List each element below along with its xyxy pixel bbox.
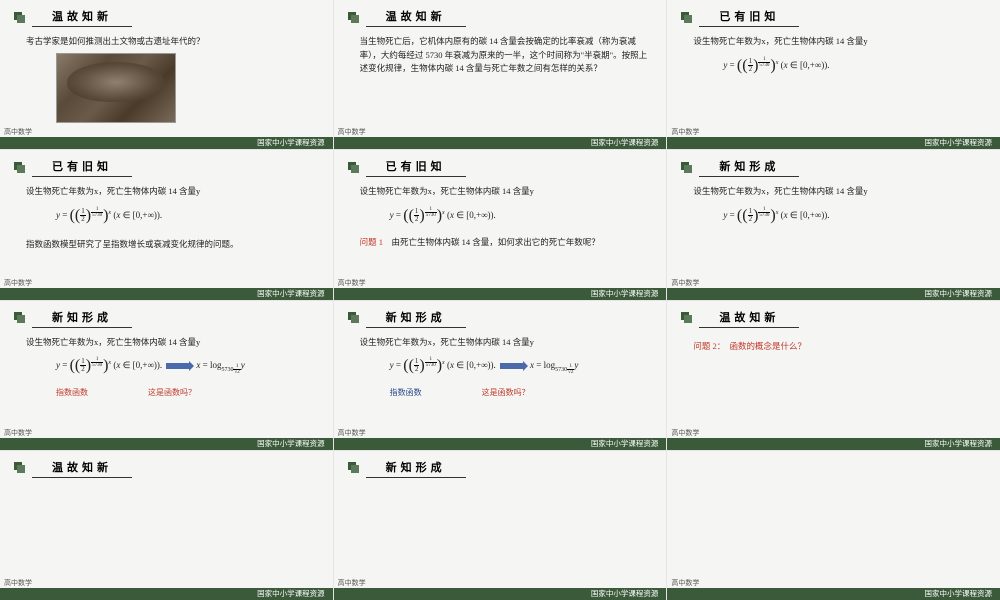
slide-title: 温故知新 — [366, 8, 466, 27]
source-label: 国家中小学课程资源 — [0, 438, 333, 450]
formula: y = ((12)15730)x (x ∈ [0,+∞)). — [693, 203, 982, 229]
slide-10: 温故知新高中数学国家中小学课程资源 — [0, 451, 333, 600]
slide-11: 新知形成高中数学国家中小学课程资源 — [334, 451, 667, 600]
subject-label: 高中数学 — [671, 127, 699, 137]
slide-title: 已有旧知 — [699, 8, 799, 27]
source-label: 国家中小学课程资源 — [334, 288, 667, 300]
slide-body: 考古学家是如何推测出土文物或古遗址年代的？ — [0, 31, 333, 127]
formula: y = ((12)15730)x (x ∈ [0,+∞)). — [693, 53, 982, 79]
slide-icon — [348, 162, 360, 174]
subject-label: 高中数学 — [338, 127, 366, 137]
slide-body: 当生物死亡后，它机体内原有的碳 14 含量会按确定的比率衰减（称为衰减率），大约… — [334, 31, 667, 80]
slide-body — [334, 482, 667, 490]
slide-3: 已有旧知设生物死亡年数为x，死亡生物体内碳 14 含量yy = ((12)157… — [667, 0, 1000, 149]
subject-label: 高中数学 — [4, 578, 32, 588]
slide-title: 温故知新 — [699, 309, 799, 328]
slide-icon — [14, 162, 26, 174]
slide-icon — [14, 312, 26, 324]
slide-icon — [14, 462, 26, 474]
slide-4: 已有旧知设生物死亡年数为x，死亡生物体内碳 14 含量yy = ((12)157… — [0, 150, 333, 299]
slide-body: 设生物死亡年数为x，死亡生物体内碳 14 含量yy = ((12)15730)x… — [0, 332, 333, 404]
source-label: 国家中小学课程资源 — [334, 137, 667, 149]
source-label: 国家中小学课程资源 — [667, 137, 1000, 149]
subject-label: 高中数学 — [671, 278, 699, 288]
slide-icon — [348, 462, 360, 474]
subject-label: 高中数学 — [4, 278, 32, 288]
formula: y = ((12)15730)x (x ∈ [0,+∞)). — [26, 203, 315, 229]
source-label: 国家中小学课程资源 — [334, 438, 667, 450]
slide-icon — [348, 12, 360, 24]
formula-label: 指数函数 — [390, 387, 422, 400]
slide-title: 新知形成 — [699, 158, 799, 177]
slide-2: 温故知新当生物死亡后，它机体内原有的碳 14 含量会按确定的比率衰减（称为衰减率… — [334, 0, 667, 149]
slide-body — [667, 451, 1000, 459]
source-label: 国家中小学课程资源 — [667, 588, 1000, 600]
source-label: 国家中小学课程资源 — [667, 288, 1000, 300]
subject-label: 高中数学 — [671, 578, 699, 588]
slide-title: 已有旧知 — [366, 158, 466, 177]
slide-body: 设生物死亡年数为x，死亡生物体内碳 14 含量yy = ((12)15730)x… — [667, 31, 1000, 86]
slide-title: 新知形成 — [366, 309, 466, 328]
source-label: 国家中小学课程资源 — [0, 137, 333, 149]
slide-6: 新知形成设生物死亡年数为x，死亡生物体内碳 14 含量yy = ((12)157… — [667, 150, 1000, 299]
slide-icon — [681, 312, 693, 324]
source-label: 国家中小学课程资源 — [334, 588, 667, 600]
formula: y = ((12)15730)x (x ∈ [0,+∞)). x = log57… — [360, 353, 649, 379]
slide-12: 高中数学国家中小学课程资源 — [667, 451, 1000, 600]
subject-label: 高中数学 — [4, 127, 32, 137]
slide-title: 新知形成 — [366, 459, 466, 478]
slide-title: 温故知新 — [32, 459, 132, 478]
source-label: 国家中小学课程资源 — [667, 438, 1000, 450]
subject-label: 高中数学 — [338, 428, 366, 438]
slide-body: 设生物死亡年数为x，死亡生物体内碳 14 含量yy = ((12)15730)x… — [334, 181, 667, 254]
slide-title: 新知形成 — [32, 309, 132, 328]
slide-7: 新知形成设生物死亡年数为x，死亡生物体内碳 14 含量yy = ((12)157… — [0, 301, 333, 450]
slide-title: 已有旧知 — [32, 158, 132, 177]
slide-icon — [348, 312, 360, 324]
slide-body: 设生物死亡年数为x，死亡生物体内碳 14 含量yy = ((12)15730)x… — [0, 181, 333, 256]
archaeology-image — [56, 53, 176, 123]
slide-1: 温故知新考古学家是如何推测出土文物或古遗址年代的？高中数学国家中小学课程资源 — [0, 0, 333, 149]
source-label: 国家中小学课程资源 — [0, 588, 333, 600]
slide-5: 已有旧知设生物死亡年数为x，死亡生物体内碳 14 含量yy = ((12)157… — [334, 150, 667, 299]
slide-body — [0, 482, 333, 490]
formula-label: 这是函数吗？ — [482, 387, 530, 400]
formula: y = ((12)15730)x (x ∈ [0,+∞)). x = log57… — [26, 353, 315, 379]
subject-label: 高中数学 — [4, 428, 32, 438]
slide-body: 问题 2： 函数的概念是什么？ — [667, 332, 1000, 358]
formula-label: 这是函数吗？ — [148, 387, 196, 400]
slide-icon — [681, 162, 693, 174]
slide-icon — [681, 12, 693, 24]
slide-body: 设生物死亡年数为x，死亡生物体内碳 14 含量yy = ((12)15730)x… — [334, 332, 667, 404]
source-label: 国家中小学课程资源 — [0, 288, 333, 300]
slide-body: 设生物死亡年数为x，死亡生物体内碳 14 含量yy = ((12)15730)x… — [667, 181, 1000, 236]
subject-label: 高中数学 — [338, 278, 366, 288]
formula-label: 指数函数 — [56, 387, 88, 400]
slide-9: 温故知新问题 2： 函数的概念是什么？ 高中数学国家中小学课程资源 — [667, 301, 1000, 450]
slide-8: 新知形成设生物死亡年数为x，死亡生物体内碳 14 含量yy = ((12)157… — [334, 301, 667, 450]
formula: y = ((12)15730)x (x ∈ [0,+∞)). — [360, 203, 649, 229]
slide-icon — [14, 12, 26, 24]
slide-title: 温故知新 — [32, 8, 132, 27]
subject-label: 高中数学 — [338, 578, 366, 588]
subject-label: 高中数学 — [671, 428, 699, 438]
